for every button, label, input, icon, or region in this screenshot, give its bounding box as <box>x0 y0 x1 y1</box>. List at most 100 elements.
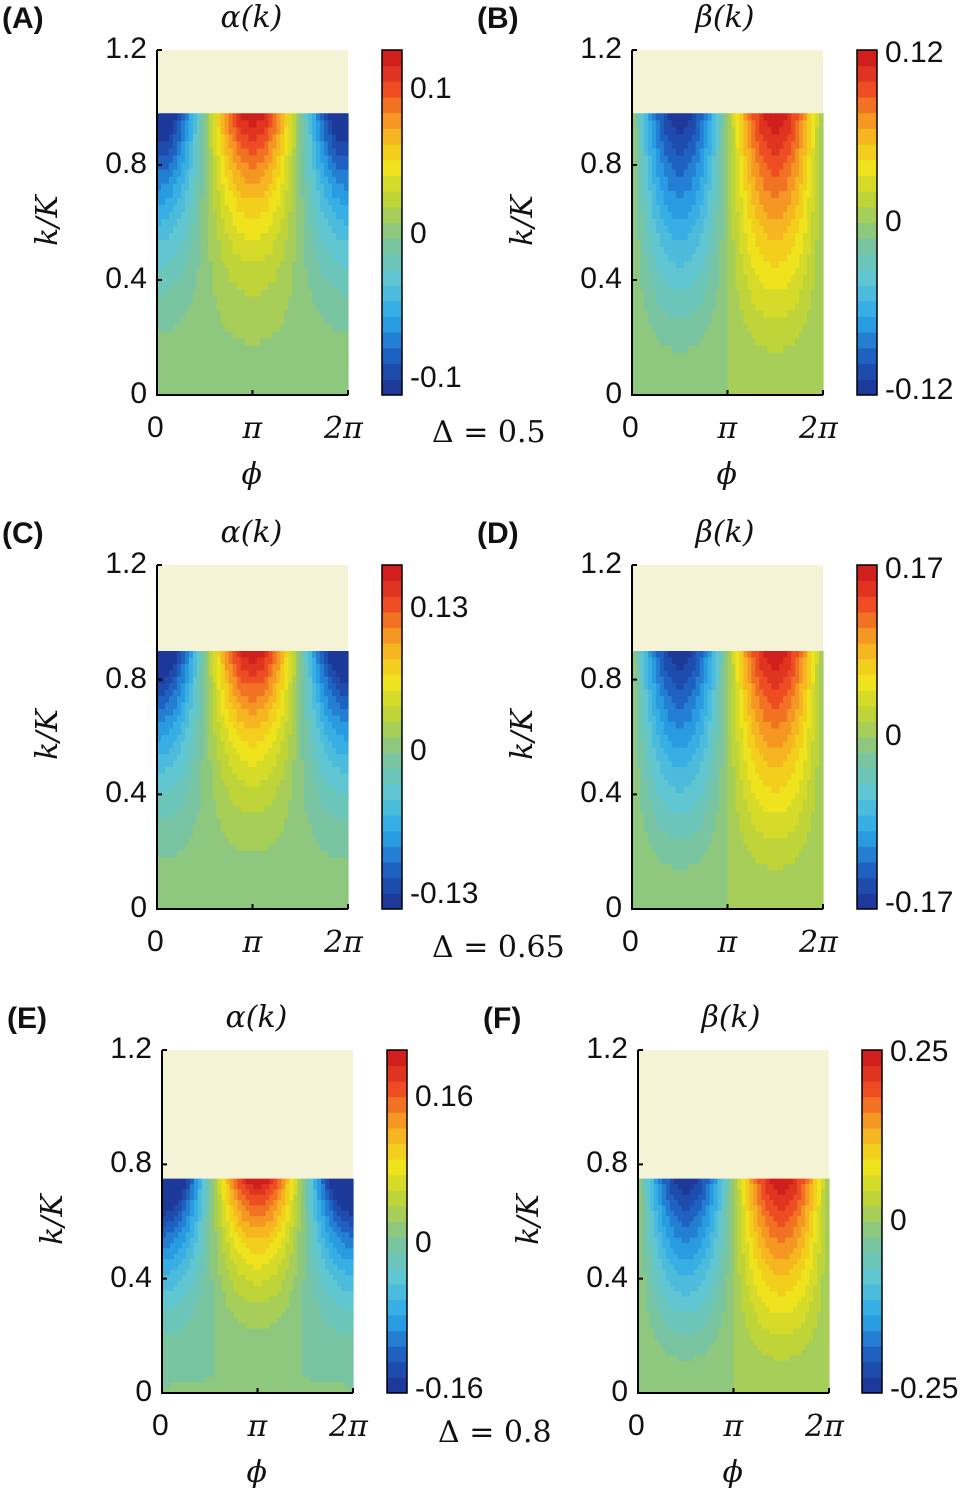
heatmap-cell <box>304 338 309 347</box>
heatmap-cell <box>280 786 285 794</box>
heatmap-cell <box>783 225 788 234</box>
heatmap-cell <box>184 676 190 684</box>
heatmap-cell <box>707 141 713 150</box>
heatmap-cell <box>791 324 796 333</box>
heatmap-cell <box>172 352 178 361</box>
heatmap-cell <box>208 780 214 788</box>
heatmap-cell <box>671 197 677 206</box>
heatmap-cell <box>196 651 202 659</box>
heatmap-cell <box>164 141 170 150</box>
heatmap-cell <box>328 741 333 749</box>
y-tick-label: 0.4 <box>105 262 147 295</box>
heatmap-cell <box>703 113 709 121</box>
heatmap-cell <box>228 218 234 227</box>
heatmap-cell <box>651 261 657 269</box>
heatmap-cell <box>687 218 693 227</box>
heatmap-cell <box>288 747 293 755</box>
heatmap-cell <box>336 352 341 361</box>
heatmap-cell <box>164 696 170 704</box>
heatmap-cell <box>316 366 321 375</box>
heatmap-cell <box>803 155 808 164</box>
heatmap-cell <box>751 338 756 347</box>
heatmap-cell <box>180 162 186 171</box>
heatmap-cell <box>763 211 768 220</box>
heatmap-cell <box>252 663 258 671</box>
heatmap-cell <box>316 760 321 768</box>
heatmap-cell <box>244 127 250 135</box>
heatmap-cell <box>655 331 661 340</box>
heatmap-cell <box>196 303 202 312</box>
heatmap-cell <box>260 197 266 206</box>
heatmap-cell <box>328 120 333 128</box>
colorbar-swatch <box>857 81 877 98</box>
heatmap-cell <box>815 345 820 354</box>
heatmap-cell <box>671 261 677 269</box>
heatmap-cell <box>675 366 681 375</box>
heatmap-cell <box>759 225 764 234</box>
heatmap-cell <box>176 709 182 717</box>
heatmap-cell <box>244 721 250 729</box>
heatmap-cell <box>180 663 186 671</box>
heatmap-cell <box>284 289 289 297</box>
heatmap-cell <box>228 715 234 723</box>
heatmap-cell <box>727 380 733 389</box>
heatmap-cell <box>316 296 321 305</box>
heatmap-cell <box>679 211 685 220</box>
heatmap-cell <box>683 303 689 312</box>
heatmap-cell <box>200 359 206 368</box>
heatmap-cell <box>779 247 784 255</box>
heatmap-cell <box>252 204 258 213</box>
heatmap-cell <box>803 190 808 199</box>
heatmap-cell <box>180 232 186 241</box>
heatmap-cell <box>164 289 170 297</box>
heatmap-cell <box>675 169 681 178</box>
heatmap-cell <box>184 657 190 665</box>
heatmap-cell <box>312 232 317 241</box>
heatmap-cell <box>731 240 737 248</box>
heatmap-cell <box>240 387 246 396</box>
heatmap-cell <box>308 728 313 736</box>
heatmap-cell <box>635 127 641 135</box>
heatmap-cell <box>819 113 824 121</box>
heatmap-cell <box>316 338 321 347</box>
heatmap-cell <box>707 317 713 326</box>
heatmap-cell <box>675 141 681 150</box>
heatmap-cell <box>296 324 301 333</box>
heatmap-cell <box>655 303 661 312</box>
heatmap-cell <box>204 366 210 375</box>
heatmap-cell <box>176 380 182 389</box>
heatmap-cell <box>272 345 277 354</box>
heatmap-cell <box>795 352 800 361</box>
heatmap-cell <box>815 176 820 185</box>
heatmap-cell <box>252 689 258 697</box>
heatmap-cell <box>276 155 281 164</box>
heatmap-cell <box>192 232 198 241</box>
heatmap-cell <box>212 715 218 723</box>
heatmap-cell <box>172 240 178 248</box>
heatmap-cell <box>180 317 186 326</box>
heatmap-cell <box>172 211 178 220</box>
heatmap-cell <box>220 747 226 755</box>
heatmap-cell <box>264 702 270 710</box>
heatmap-cell <box>280 728 285 736</box>
heatmap-cell <box>300 747 305 755</box>
heatmap-cell <box>787 240 792 248</box>
heatmap-cell <box>220 183 226 192</box>
heatmap-cell <box>655 120 661 128</box>
heatmap-cell <box>264 387 270 396</box>
heatmap-cell <box>244 155 250 164</box>
heatmap-cell <box>288 780 293 788</box>
excluded-region <box>157 565 348 651</box>
heatmap-cell <box>292 240 297 248</box>
heatmap-cell <box>200 225 206 234</box>
y-tick-label: 0.8 <box>580 147 622 180</box>
heatmap-cell <box>264 689 270 697</box>
heatmap-cell <box>308 754 313 762</box>
heatmap-cell <box>675 317 681 326</box>
heatmap-cell <box>220 232 226 241</box>
heatmap-cell <box>180 155 186 164</box>
heatmap-cell <box>280 317 285 326</box>
heatmap-cell <box>212 169 218 178</box>
heatmap-cell <box>236 324 242 333</box>
heatmap-cell <box>160 247 166 255</box>
